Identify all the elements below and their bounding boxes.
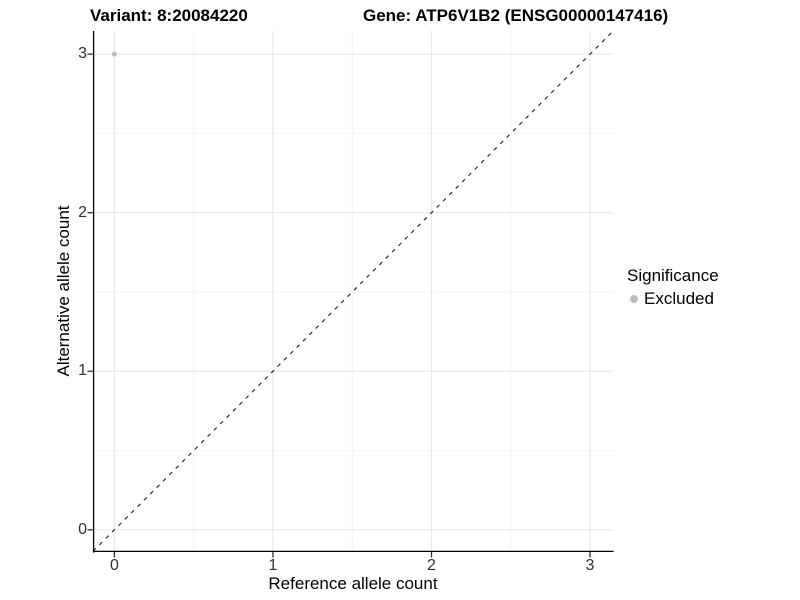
legend-item-excluded: Excluded	[627, 289, 719, 309]
x-tick-label: 2	[427, 557, 436, 574]
identity-reference-line	[92, 30, 614, 552]
plot-panel	[87, 30, 614, 558]
x-tick-label: 0	[109, 557, 119, 574]
legend-key-dot	[630, 295, 638, 303]
y-axis-title: Alternative allele count	[54, 205, 73, 377]
x-tick-label: 3	[585, 557, 595, 574]
legend-title: Significance	[627, 266, 719, 285]
y-tick-label: 3	[78, 45, 87, 63]
y-tick-label: 1	[78, 362, 87, 380]
plot-title-variant: Variant: 8:20084220	[90, 6, 248, 25]
x-axis-title: Reference allele count	[268, 574, 438, 593]
legend: Significance Excluded	[627, 266, 719, 309]
y-tick-label: 2	[78, 203, 87, 221]
x-tick-label: 1	[268, 557, 278, 574]
plot-title-gene: Gene: ATP6V1B2 (ENSG00000147416)	[363, 6, 669, 25]
plot-canvas	[87, 30, 614, 558]
data-point	[111, 51, 117, 57]
legend-item-label: Excluded	[644, 289, 714, 308]
y-tick-label: 0	[78, 520, 87, 538]
